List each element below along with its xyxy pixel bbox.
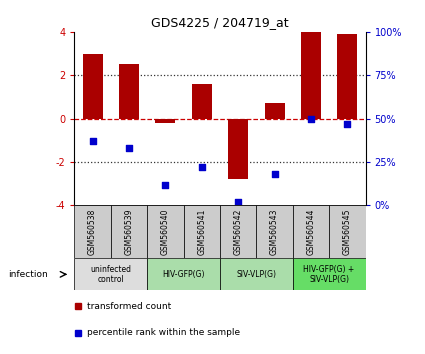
Bar	[119, 64, 139, 119]
Bar	[74, 258, 147, 290]
Bar	[293, 258, 366, 290]
Bar	[147, 205, 184, 258]
Bar	[147, 258, 220, 290]
Bar	[293, 205, 329, 258]
Text: percentile rank within the sample: percentile rank within the sample	[87, 328, 240, 337]
Point	[162, 182, 169, 187]
Point	[125, 145, 132, 151]
Text: uninfected
control: uninfected control	[90, 265, 131, 284]
Title: GDS4225 / 204719_at: GDS4225 / 204719_at	[151, 16, 289, 29]
Bar	[256, 205, 293, 258]
Bar	[228, 119, 248, 179]
Bar	[264, 103, 284, 119]
Bar	[301, 32, 321, 119]
Bar	[337, 34, 357, 119]
Text: GSM560541: GSM560541	[197, 209, 206, 255]
Text: GSM560544: GSM560544	[306, 209, 315, 255]
Text: GSM560539: GSM560539	[125, 209, 133, 255]
Bar	[111, 205, 147, 258]
Text: GSM560538: GSM560538	[88, 209, 97, 255]
Point	[344, 121, 351, 127]
Bar	[329, 205, 366, 258]
Point	[308, 116, 314, 121]
Bar	[220, 205, 256, 258]
Point	[198, 164, 205, 170]
Bar	[82, 53, 102, 119]
Text: HIV-GFP(G): HIV-GFP(G)	[162, 270, 205, 279]
Text: SIV-VLP(G): SIV-VLP(G)	[236, 270, 276, 279]
Bar	[184, 205, 220, 258]
Text: transformed count: transformed count	[87, 302, 171, 311]
Text: infection: infection	[8, 270, 48, 279]
Text: GSM560543: GSM560543	[270, 209, 279, 255]
Text: HIV-GFP(G) +
SIV-VLP(G): HIV-GFP(G) + SIV-VLP(G)	[303, 265, 355, 284]
Text: GSM560545: GSM560545	[343, 209, 352, 255]
Bar	[192, 84, 212, 119]
Text: GSM560542: GSM560542	[234, 209, 243, 255]
Point	[89, 138, 96, 144]
Point	[235, 199, 241, 205]
Bar	[156, 119, 176, 123]
Point	[271, 171, 278, 177]
Text: GSM560540: GSM560540	[161, 209, 170, 255]
Bar	[74, 205, 111, 258]
Bar	[220, 258, 293, 290]
